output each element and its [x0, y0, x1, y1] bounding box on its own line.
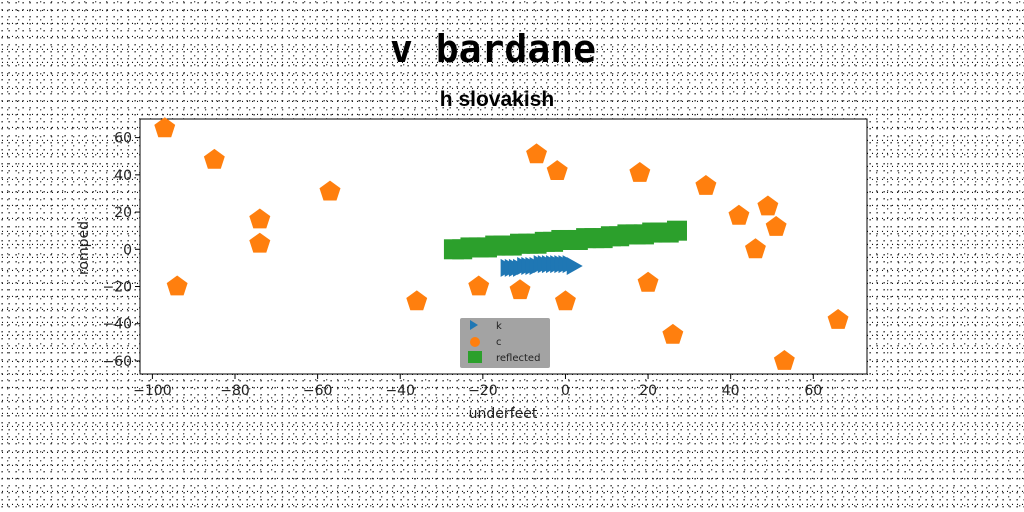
point-c	[509, 279, 531, 300]
point-c	[555, 290, 576, 311]
point-c	[765, 216, 787, 236]
y-tick-label: 40	[114, 168, 132, 184]
y-tick-label: 60	[114, 131, 132, 147]
y-axis-label: romped	[76, 221, 92, 275]
y-tick-label: −60	[102, 354, 132, 370]
x-tick-label: 60	[804, 383, 822, 399]
legend-marker-c	[470, 337, 480, 347]
point-c	[319, 180, 341, 201]
point-c	[546, 160, 568, 180]
x-tick-label: −80	[220, 383, 250, 399]
point-c	[629, 162, 651, 182]
legend-label-reflected: reflected	[496, 353, 540, 364]
legend: k c reflected	[460, 318, 550, 368]
point-c	[526, 143, 547, 164]
x-axis-label: underfeet	[469, 406, 538, 422]
point-c	[728, 204, 750, 225]
y-axis: −60 −40 −20 0 20 40 60	[102, 131, 140, 370]
series-c	[154, 117, 849, 370]
x-tick-label: 40	[722, 383, 740, 399]
y-tick-label: 0	[123, 242, 132, 258]
point-c	[745, 238, 766, 259]
x-tick-label: 20	[639, 383, 657, 399]
point-c	[773, 350, 795, 370]
x-tick-label: 0	[561, 383, 570, 399]
series-k	[500, 255, 583, 277]
point-c	[468, 275, 490, 296]
series-reflected	[443, 220, 687, 260]
legend-marker-k	[470, 320, 478, 330]
legend-box	[460, 318, 550, 368]
point-c	[249, 208, 271, 229]
point-c	[406, 290, 428, 311]
point-k	[566, 257, 583, 276]
x-tick-label: −60	[303, 383, 333, 399]
y-tick-label: −40	[102, 317, 132, 333]
point-c	[827, 309, 849, 329]
point-c	[154, 117, 176, 138]
point-c	[695, 175, 717, 195]
y-tick-label: −20	[102, 280, 132, 296]
x-axis: −100 −80 −60 −40 −20 0 20 40 60	[133, 374, 822, 399]
legend-label-k: k	[496, 321, 502, 332]
point-c	[166, 275, 188, 296]
legend-marker-reflected	[468, 351, 482, 363]
point-c	[662, 323, 684, 344]
point-c	[637, 271, 659, 292]
x-tick-label: −100	[133, 383, 171, 399]
chart-title: v bardane	[390, 27, 596, 71]
point-reflected	[666, 220, 687, 241]
point-c	[249, 232, 271, 253]
y-tick-label: 20	[114, 205, 132, 221]
point-c	[203, 148, 225, 169]
x-tick-label: −40	[385, 383, 415, 399]
legend-label-c: c	[496, 337, 502, 348]
x-tick-label: −20	[468, 383, 498, 399]
point-c	[757, 195, 779, 216]
chart-subtitle: h slovakish	[440, 88, 554, 111]
